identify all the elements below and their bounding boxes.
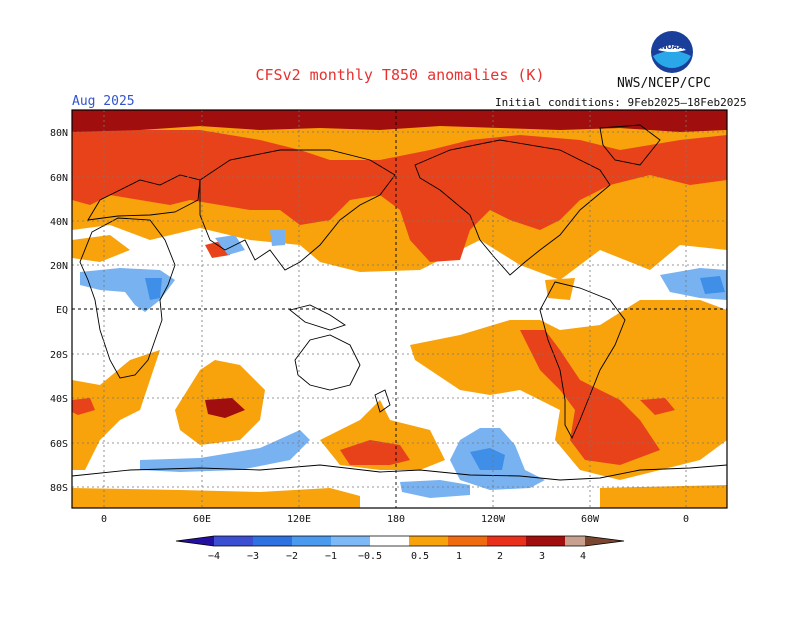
colorbar-swatch: [448, 536, 487, 546]
colorbar-swatch: [253, 536, 292, 546]
graticule: [72, 110, 727, 508]
latitude-axis: 80N 60N 40N 20N EQ 20S 40S 60S 80S: [50, 128, 68, 494]
reference-lines: [72, 110, 727, 508]
logo-text: NOAA: [661, 43, 684, 51]
lon-label: 0: [683, 514, 689, 525]
lat-label: 60N: [50, 173, 68, 184]
colorbar-label: 3: [539, 551, 545, 562]
chart-title: CFSv2 monthly T850 anomalies (K): [255, 66, 545, 84]
colorbar-label: 1: [456, 551, 462, 562]
initial-conditions-label: Initial conditions: 9Feb2025–18Feb2025: [495, 96, 747, 109]
map-frame: [71, 109, 728, 509]
colorbar-swatch: [585, 536, 624, 546]
colorbar-label: 0.5: [411, 551, 429, 562]
colorbar-swatch: [214, 536, 253, 546]
lat-label: 20S: [50, 350, 68, 361]
lat-label: EQ: [56, 305, 68, 316]
noaa-logo: NOAA: [651, 31, 693, 73]
colorbar-label: 4: [580, 551, 586, 562]
strong-cool-anomaly-areas: [145, 276, 725, 470]
longitude-axis: 0 60E 120E 180 120W 60W 0: [101, 514, 689, 525]
valid-month-label: Aug 2025: [72, 94, 135, 109]
colorbar-label: −1: [325, 551, 337, 562]
organization-label: NWS/NCEP/CPC: [617, 76, 711, 91]
colorbar-label: −4: [208, 551, 220, 562]
colorbar-swatch: [292, 536, 331, 546]
lat-label: 20N: [50, 261, 68, 272]
colorbar-swatch: [370, 536, 409, 546]
colorbar-swatch: [409, 536, 448, 546]
colorbar-label: −3: [247, 551, 259, 562]
lon-label: 60E: [193, 514, 211, 525]
lat-label: 60S: [50, 439, 68, 450]
colorbar: −4 −3 −2 −1 −0.5 0.5 1 2 3 4: [175, 535, 625, 562]
lon-label: 120W: [481, 514, 506, 525]
lon-label: 0: [101, 514, 107, 525]
lat-label: 40N: [50, 217, 68, 228]
colorbar-swatch: [176, 536, 214, 546]
lat-label: 40S: [50, 394, 68, 405]
colorbar-label: 2: [497, 551, 503, 562]
colorbar-label: −0.5: [358, 551, 382, 562]
lat-label: 80S: [50, 483, 68, 494]
colorbar-swatch: [526, 536, 565, 546]
strong-warm-anomaly-areas: [72, 130, 727, 465]
colorbar-swatch: [331, 536, 370, 546]
colorbar-swatch: [565, 536, 585, 546]
lon-label: 120E: [287, 514, 311, 525]
lat-label: 80N: [50, 128, 68, 139]
colorbar-label: −2: [286, 551, 298, 562]
lon-label: 180: [387, 514, 405, 525]
lon-label: 60W: [581, 514, 600, 525]
coastlines: [72, 124, 727, 481]
colorbar-swatch: [487, 536, 526, 546]
very-warm-anomaly-areas: [72, 110, 727, 418]
